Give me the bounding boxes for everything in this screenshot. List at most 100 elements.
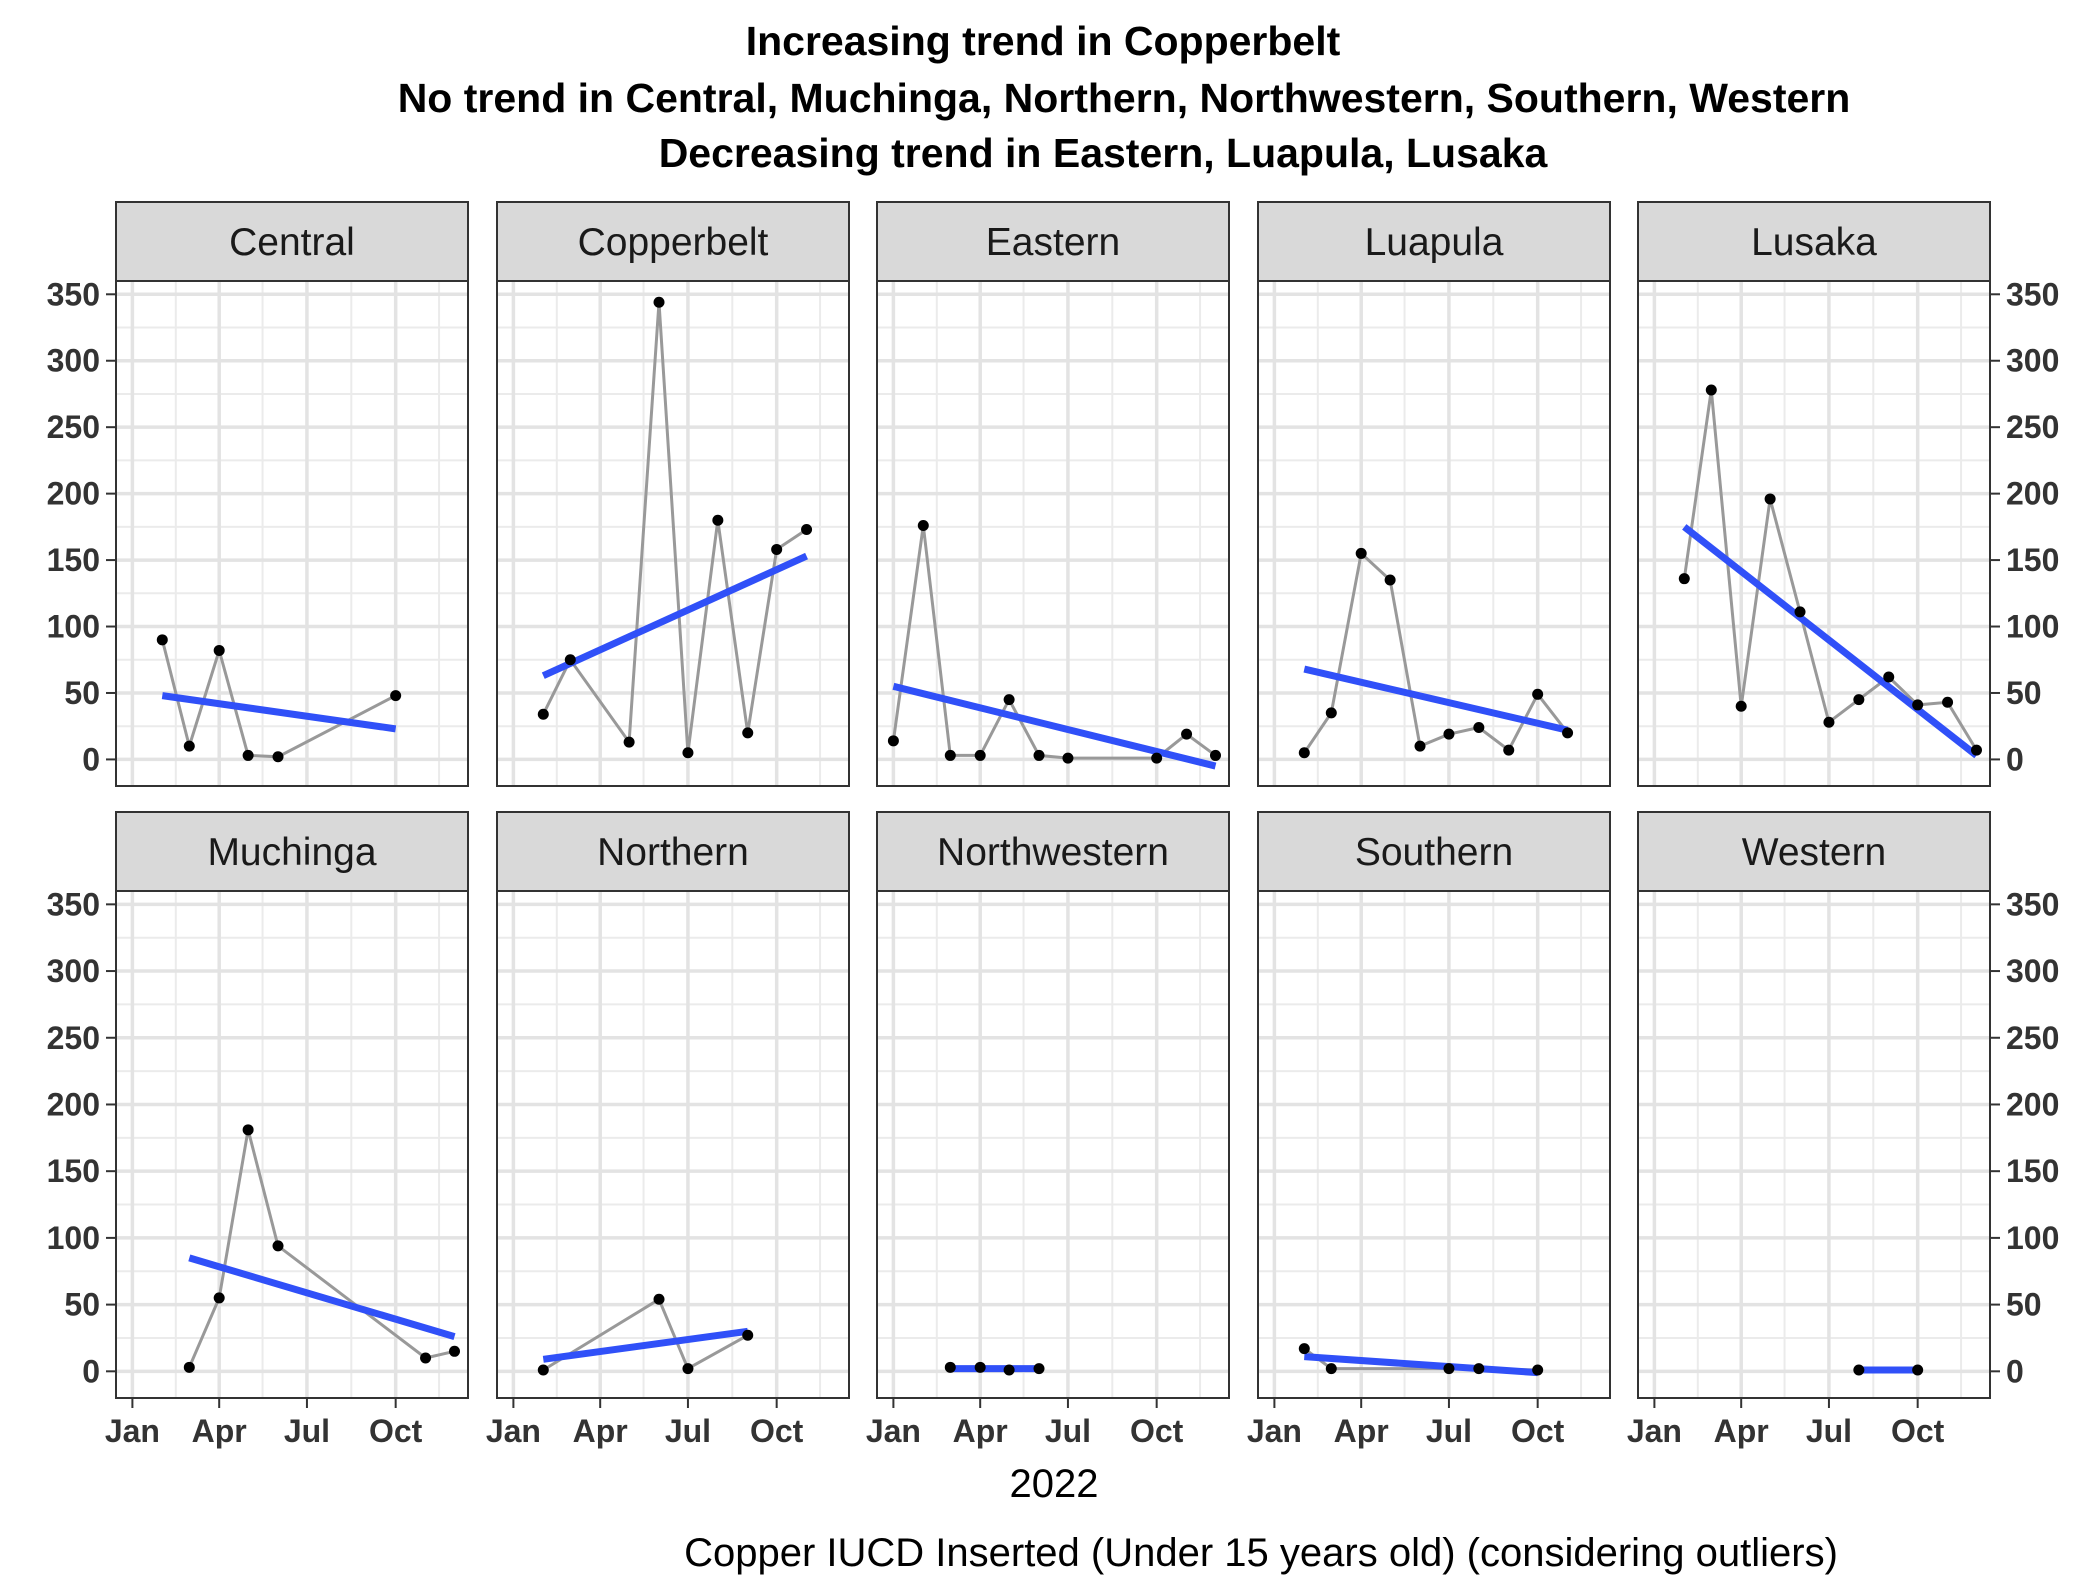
data-point (1355, 547, 1367, 559)
trend-line (542, 1327, 749, 1363)
facet-central: Central 0 50 100 150 200 250 300 350 (47, 201, 469, 787)
data-point (1003, 694, 1015, 706)
data-point (448, 1345, 460, 1357)
y-tick-label: 50 (64, 675, 100, 711)
data-point (1151, 752, 1163, 764)
y-tick-label: 0 (2006, 741, 2024, 777)
data-point (1912, 1364, 1924, 1376)
facet-strip-label: Muchinga (207, 831, 376, 874)
panel-background (116, 281, 468, 786)
data-point (712, 514, 724, 526)
data-point (564, 654, 576, 666)
data-point (742, 1329, 754, 1341)
data-point (653, 296, 665, 308)
y-tick-label: 150 (2006, 542, 2059, 578)
facet-northwestern: Northwestern Jan Apr Jul Oct (866, 811, 1230, 1449)
data-point (974, 1361, 986, 1373)
x-tick-label: Jan (105, 1413, 160, 1449)
data-point (1532, 1364, 1544, 1376)
data-point (1443, 728, 1455, 740)
y-tick-label: 0 (82, 1353, 100, 1389)
data-point (213, 1292, 225, 1304)
panel-border (876, 890, 1230, 1399)
facet-strip-label: Eastern (986, 221, 1120, 264)
panel-border (1637, 890, 1991, 1399)
facet-eastern: Eastern (876, 201, 1230, 787)
x-tick-label: Oct (750, 1413, 804, 1449)
data-point (1735, 700, 1747, 712)
data-point (390, 690, 402, 702)
facet-strip-label: Western (1742, 831, 1887, 874)
data-point (242, 749, 254, 761)
data-point (1853, 694, 1865, 706)
facet-strip-label: Lusaka (1751, 221, 1877, 264)
data-point (1209, 749, 1221, 761)
data-point (183, 1361, 195, 1373)
data-point (1473, 722, 1485, 734)
x-tick-label: Oct (369, 1413, 423, 1449)
data-point (682, 747, 694, 759)
data-point (917, 520, 929, 532)
data-point (1325, 1363, 1337, 1375)
x-tick-label: Jul (1045, 1413, 1091, 1449)
y-tick-label: 150 (2006, 1153, 2059, 1189)
trend-line (541, 552, 809, 679)
data-point (1764, 493, 1776, 505)
y-tick-label: 200 (47, 476, 100, 512)
facet-strip-label: Northwestern (937, 831, 1169, 874)
data-point (1970, 744, 1982, 756)
panel-background (1258, 281, 1610, 786)
y-tick-label: 250 (47, 409, 100, 445)
facet-strip (1257, 811, 1611, 892)
y-tick-label: 50 (64, 1287, 100, 1323)
data-point (1298, 747, 1310, 759)
chart-subtitle-line-2: Decreasing trend in Eastern, Luapula, Lu… (659, 130, 1549, 176)
data-point (887, 735, 899, 747)
data-point (1003, 1364, 1015, 1376)
y-tick-label: 0 (2006, 1353, 2024, 1389)
data-point (1794, 606, 1806, 618)
panel-border (496, 890, 850, 1399)
y-tick-label: 300 (47, 953, 100, 989)
y-tick-label: 250 (47, 1020, 100, 1056)
data-point (1912, 699, 1924, 711)
x-tick-label: Jul (1426, 1413, 1472, 1449)
x-tick-label: Jul (1806, 1413, 1852, 1449)
facet-grid: Central 0 50 100 150 200 250 300 350 Copperbelt Ea… (47, 201, 2059, 1449)
data-point (1503, 744, 1515, 756)
data-point (623, 736, 635, 748)
data-point (156, 634, 168, 646)
x-tick-label: Apr (192, 1413, 247, 1449)
facet-muchinga: Muchinga 0 50 100 150 200 250 300 350 Jan Apr Jul Oc… (47, 811, 469, 1449)
data-point (1473, 1363, 1485, 1375)
y-tick-label: 150 (47, 542, 100, 578)
data-point (944, 1361, 956, 1373)
y-tick-label: 350 (2006, 886, 2059, 922)
facet-strip-label: Copperbelt (578, 221, 769, 264)
data-point (537, 1364, 549, 1376)
y-tick-label: 350 (47, 276, 100, 312)
data-point (1033, 749, 1045, 761)
facet-strip (115, 201, 469, 282)
data-point (537, 708, 549, 720)
panel-background (497, 891, 849, 1398)
trend-line (892, 682, 1217, 770)
trend-line (161, 692, 397, 733)
data-point (183, 740, 195, 752)
data-point (771, 543, 783, 555)
y-tick-label: 100 (47, 1220, 100, 1256)
x-tick-label: Apr (1334, 1413, 1389, 1449)
x-tick-label: Jul (284, 1413, 330, 1449)
facet-strip (876, 201, 1230, 282)
x-tick-label: Oct (1130, 1413, 1184, 1449)
y-tick-label: 250 (2006, 1020, 2059, 1056)
panel-border (115, 280, 469, 787)
panel-background (116, 891, 468, 1398)
facet-southern: Southern Jan Apr Jul Oct (1247, 811, 1611, 1449)
y-tick-label: 350 (47, 886, 100, 922)
data-point (1942, 696, 1954, 708)
y-tick-label: 100 (2006, 609, 2059, 645)
x-tick-label: Jan (1247, 1413, 1302, 1449)
y-tick-label: 0 (82, 741, 100, 777)
facet-strip (115, 811, 469, 892)
